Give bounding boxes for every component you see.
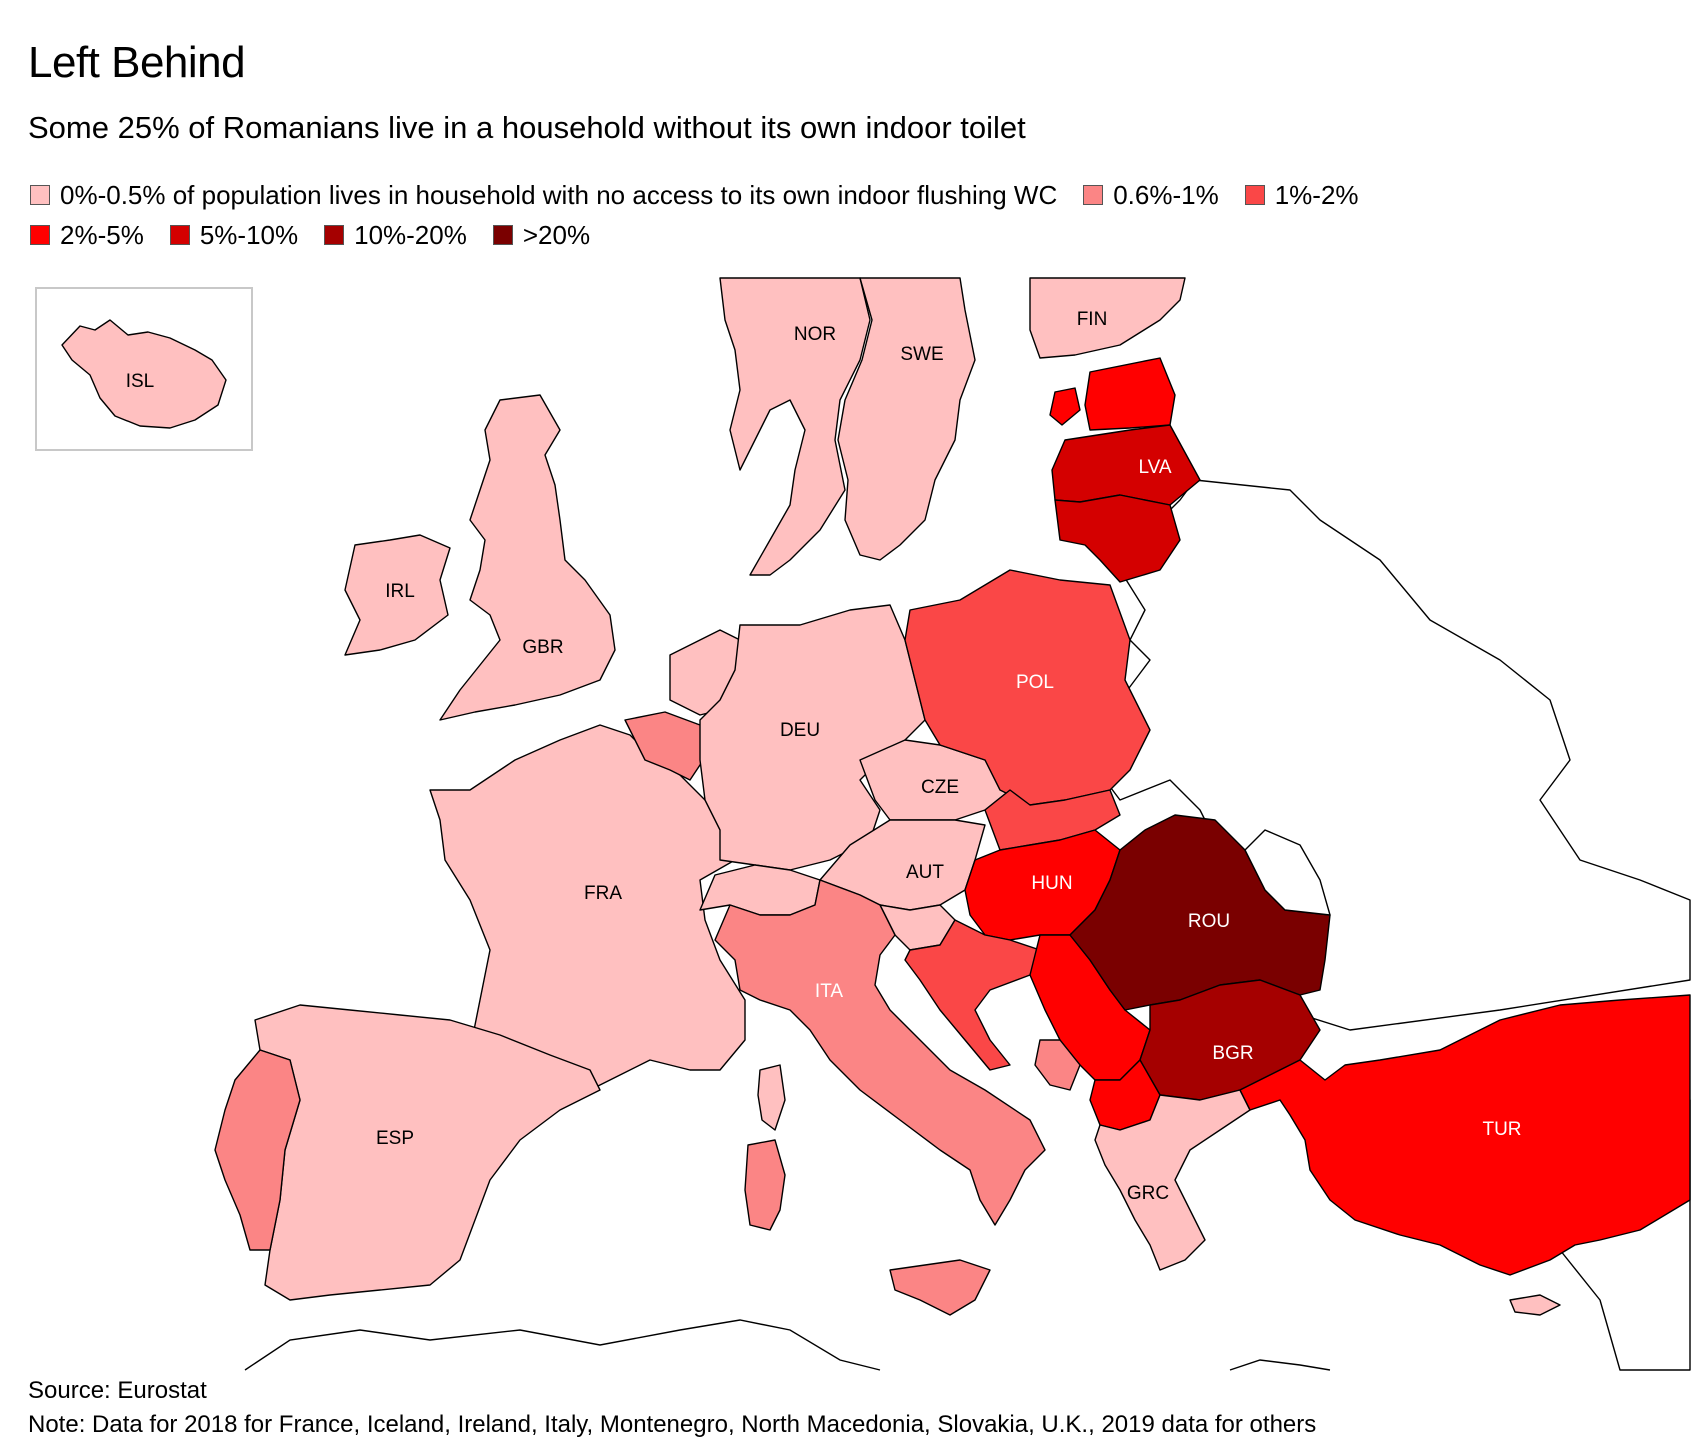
country-gbr[interactable] [439, 394, 616, 721]
label-esp: ESP [376, 1128, 414, 1149]
chart-subtitle: Some 25% of Romanians live in a househol… [28, 110, 1026, 145]
chart-title: Left Behind [28, 38, 246, 87]
country-est[interactable] [1084, 357, 1176, 431]
source-text: Source: Eurostat [28, 1377, 207, 1404]
legend-row-2: 2%-5% 5%-10% 10%-20% >20% [30, 215, 1670, 255]
legend-item-6: >20% [492, 219, 591, 251]
country-grc[interactable] [1094, 1089, 1251, 1271]
country-ita[interactable] [714, 879, 1046, 1226]
country-prt[interactable] [214, 1049, 301, 1251]
label-isl: ISL [126, 371, 155, 392]
legend-swatch-6 [492, 225, 513, 245]
label-aut: AUT [906, 862, 944, 883]
legend: 0%-0.5% of population lives in household… [30, 175, 1670, 255]
country-isl[interactable] [61, 319, 227, 429]
label-lva: LVA [1138, 457, 1171, 478]
label-fra: FRA [584, 883, 622, 904]
country-tur[interactable] [1239, 994, 1691, 1276]
label-rou: ROU [1188, 911, 1230, 932]
country-che[interactable] [699, 864, 821, 916]
note-text: Note: Data for 2018 for France, Iceland,… [28, 1411, 1317, 1438]
label-cze: CZE [921, 777, 959, 798]
label-deu: DEU [780, 720, 820, 741]
iceland-inset-frame [35, 287, 253, 451]
label-swe: SWE [900, 344, 943, 365]
country-fin[interactable] [1029, 277, 1186, 359]
country-est-island [1049, 387, 1081, 426]
country-ita-sardinia [744, 1139, 786, 1231]
label-pol: POL [1016, 672, 1054, 693]
legend-item-3: 2%-5% [30, 220, 144, 251]
label-irl: IRL [385, 581, 415, 602]
legend-swatch-5 [324, 225, 345, 245]
legend-item-5: 10%-20% [324, 220, 467, 251]
legend-item-2: 1%-2% [1244, 179, 1359, 211]
country-ltu[interactable] [1054, 494, 1181, 583]
legend-label-0: 0%-0.5% of population lives in household… [60, 179, 1058, 210]
legend-label-5: 10%-20% [354, 219, 467, 250]
label-bgr: BGR [1212, 1043, 1253, 1064]
country-mda [1244, 829, 1331, 916]
legend-swatch-4 [169, 225, 190, 245]
legend-label-2: 1%-2% [1274, 179, 1359, 210]
legend-swatch-1 [1083, 185, 1104, 205]
legend-swatch-2 [1244, 185, 1265, 205]
label-ita: ITA [815, 981, 843, 1002]
legend-item-4: 5%-10% [169, 219, 299, 251]
country-swe[interactable] [837, 277, 976, 561]
label-gbr: GBR [522, 637, 563, 658]
legend-swatch-0 [30, 185, 50, 205]
north-africa-coast [244, 1319, 881, 1371]
country-cyp[interactable] [1509, 1294, 1561, 1316]
country-nor[interactable] [719, 277, 871, 576]
legend-item-1: 0.6%-1% [1083, 180, 1219, 211]
country-hrv[interactable] [904, 919, 1041, 1071]
country-ita-sicily [889, 1259, 991, 1316]
label-grc: GRC [1127, 1183, 1169, 1204]
label-nor: NOR [794, 324, 836, 345]
label-tur: TUR [1482, 1119, 1521, 1140]
legend-label-4: 5%-10% [199, 219, 299, 250]
label-hun: HUN [1031, 873, 1072, 894]
europe-map: ISL NOR SWE FIN LVA IRL GBR POL DEU CZE … [35, 277, 1691, 1371]
legend-label-6: >20% [522, 219, 591, 250]
country-irl[interactable] [344, 534, 451, 656]
label-fin: FIN [1077, 309, 1108, 330]
legend-item-0: 0%-0.5% of population lives in household… [30, 180, 1057, 211]
legend-row-1: 0%-0.5% of population lives in household… [30, 175, 1670, 215]
country-lva[interactable] [1051, 424, 1201, 506]
country-mne[interactable] [1034, 1039, 1081, 1091]
north-africa-coast-east [1229, 1359, 1331, 1371]
legend-label-1: 0.6%-1% [1113, 179, 1219, 210]
legend-swatch-3 [30, 225, 50, 245]
legend-label-3: 2%-5% [60, 219, 144, 250]
country-fra-corsica [757, 1064, 786, 1131]
